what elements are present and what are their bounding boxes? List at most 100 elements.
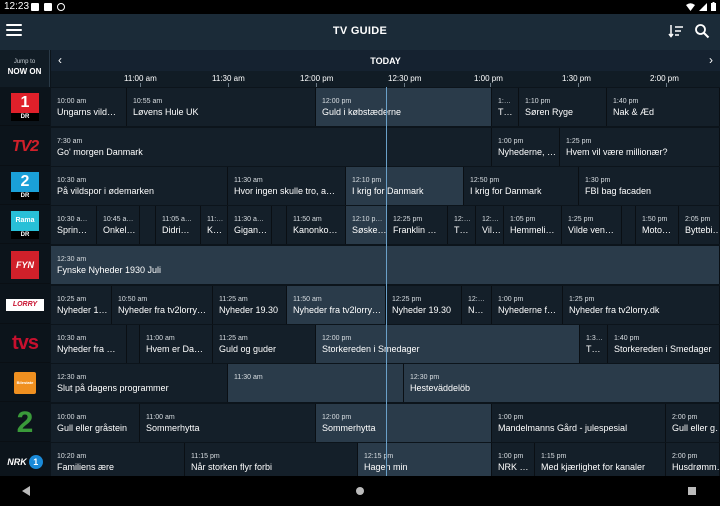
program-cell[interactable]: 1:40 pm Storkereden i Smedager [608, 325, 720, 363]
program-cell[interactable]: 12:15 pm Hagen min [358, 443, 492, 481]
program-cell[interactable] [272, 206, 287, 244]
program-cell[interactable]: 10:50 am Nyheder fra tv2lorry… [112, 286, 213, 324]
program-cell[interactable]: 1:25 pm Nyheder fra tv2lorry.dk [563, 286, 720, 324]
next-day-icon[interactable]: › [709, 53, 713, 67]
program-cell[interactable]: 11:25 am Nyheder 19.30 [213, 286, 287, 324]
program-cell[interactable]: 2:00 pm Gull eller g… [666, 404, 720, 442]
program-cell[interactable]: 11:05 a… Didri… [156, 206, 201, 244]
channel-item[interactable]: TV2 [0, 128, 50, 166]
program-title: Guld i købstæderne [322, 107, 402, 117]
program-cell[interactable]: 10:30 a… Sprin… [51, 206, 97, 244]
program-title: Moto… [642, 225, 672, 235]
program-cell[interactable]: 1:… T… [492, 88, 519, 126]
program-cell[interactable] [140, 206, 156, 244]
program-cell[interactable]: 10:25 am Nyheder 1… [51, 286, 112, 324]
program-title: Nyheder 19.30 [219, 305, 279, 315]
program-cell[interactable]: 12:30 am Slut på dagens programmer [51, 364, 228, 402]
program-cell[interactable]: 1:00 pm Mandelmanns Gård - julespesial [492, 404, 666, 442]
program-cell[interactable]: 11:00 am Hvem er Da… [140, 325, 213, 363]
program-cell[interactable]: 11:50 am Nyheder fra tv2lorry… [287, 286, 386, 324]
time-tick [666, 83, 667, 87]
channel-item[interactable]: 1 DR [0, 88, 50, 126]
program-cell[interactable]: 11:00 am Sommerhytta [140, 404, 316, 442]
program-time: 11:00 am [146, 414, 175, 421]
home-icon[interactable] [356, 487, 364, 495]
channel-item[interactable]: Bilestate [0, 364, 50, 402]
program-cell[interactable]: 12:… T… [448, 206, 476, 244]
program-title: På vildspor i ødemarken [57, 186, 155, 196]
program-cell[interactable]: 12:… Vil… [476, 206, 504, 244]
program-time: 1:… [498, 98, 511, 105]
program-cell[interactable]: 10:20 am Familiens ære [51, 443, 185, 481]
program-cell[interactable]: 11:… K… [201, 206, 228, 244]
program-cell[interactable]: 12:30 am Fynske Nyheder 1930 Juli [51, 246, 720, 284]
recents-icon[interactable] [688, 487, 696, 495]
program-cell[interactable]: 12:00 pm Sommerhytta [316, 404, 492, 442]
program-cell[interactable]: 10:55 am Løvens Hule UK [127, 88, 316, 126]
program-cell[interactable]: 1:25 pm Hvem vil være millionær? [560, 128, 720, 166]
program-cell[interactable]: 1:10 pm Søren Ryge [519, 88, 607, 126]
program-cell[interactable]: 12:50 pm I krig for Danmark [464, 167, 579, 205]
program-cell[interactable] [127, 325, 140, 363]
time-tick [316, 83, 317, 87]
channel-item[interactable]: LORRY [0, 286, 50, 324]
program-cell[interactable]: 10:00 am Ungarns vild… [51, 88, 127, 126]
back-icon[interactable] [22, 486, 30, 496]
program-cell[interactable]: 12:25 pm Nyheder 19.30 [386, 286, 462, 324]
channel-item[interactable]: 2 DR [0, 167, 50, 205]
program-cell[interactable]: 1:25 pm Vilde ven… [562, 206, 622, 244]
program-cell[interactable]: 10:00 am Gull eller gråstein [51, 404, 140, 442]
program-title: Gigan… [234, 225, 268, 235]
menu-icon[interactable] [6, 24, 22, 38]
system-nav-bar [0, 476, 720, 506]
program-cell[interactable]: 12:00 pm Guld i købstæderne [316, 88, 492, 126]
program-cell[interactable]: 10:30 am På vildspor i ødemarken [51, 167, 228, 205]
program-cell[interactable]: 12:10 p… Søske… [346, 206, 387, 244]
program-cell[interactable] [622, 206, 636, 244]
now-on-label: NOW ON [7, 67, 42, 76]
program-cell[interactable]: 12:30 pm Hesteväddelöb [404, 364, 720, 402]
program-cell[interactable]: 1:3… T… [580, 325, 608, 363]
program-cell[interactable]: 1:00 pm NRK … [492, 443, 535, 481]
channel-logo-8: 2 [16, 405, 34, 439]
sort-icon[interactable] [668, 23, 684, 39]
program-cell[interactable]: 12:25 pm Franklin … [387, 206, 448, 244]
previous-day-icon[interactable]: ‹ [58, 53, 62, 67]
program-cell[interactable]: 11:30 am Hvor ingen skulle tro, a… [228, 167, 346, 205]
program-cell[interactable]: 1:15 pm Med kjærlighet for kanaler [535, 443, 666, 481]
program-cell[interactable]: 11:15 pm Når storken flyr forbi [185, 443, 358, 481]
program-title: K… [207, 225, 223, 235]
program-cell[interactable]: 11:30 a… Gigan… [228, 206, 272, 244]
app-bar: TV GUIDE [0, 14, 720, 50]
program-cell[interactable]: 11:50 am Kanonko… [287, 206, 346, 244]
program-cell[interactable]: 1:00 pm Nyhederne, … [492, 128, 560, 166]
program-cell[interactable]: 2:05 pm Byttebi… [679, 206, 720, 244]
program-cell[interactable]: 10:45 a… Onkel… [97, 206, 140, 244]
program-cell[interactable]: 1:05 pm Hemmeli… [504, 206, 562, 244]
program-cell[interactable]: 1:30 pm FBI bag facaden [579, 167, 720, 205]
jump-to-now-button[interactable]: Jump to NOW ON [0, 50, 50, 87]
program-title: Kanonko… [293, 225, 338, 235]
program-cell[interactable]: 12:10 pm I krig for Danmark [346, 167, 464, 205]
program-row: 10:00 am Ungarns vild… 10:55 am Løvens Hu… [51, 88, 720, 126]
channel-item[interactable]: Rama DR [0, 206, 50, 244]
sync-icon [57, 3, 65, 11]
channel-item[interactable]: tvs [0, 325, 50, 363]
search-icon[interactable] [694, 23, 710, 39]
program-cell[interactable]: 10:30 am Nyheder fra … [51, 325, 127, 363]
program-title: Nyhederne, … [498, 147, 557, 157]
program-cell[interactable]: 12:00 pm Storkereden i Smedager [316, 325, 580, 363]
program-title: Sommerhytta [322, 423, 376, 433]
channel-item[interactable]: 2 [0, 404, 50, 442]
program-cell[interactable]: 11:25 am Guld og guder [213, 325, 316, 363]
program-cell[interactable]: 1:40 pm Nak & Æd [607, 88, 720, 126]
program-cell[interactable]: 2:00 pm Husdrømm… [666, 443, 720, 481]
program-cell[interactable]: 11:30 am [228, 364, 404, 402]
program-title: Guld og guder [219, 344, 277, 354]
channel-item[interactable]: FYN [0, 246, 50, 284]
program-cell[interactable]: 12:… N… [462, 286, 492, 324]
channel-item[interactable]: NRK 1 [0, 443, 50, 481]
program-cell[interactable]: 1:00 pm Nyhederne f… [492, 286, 563, 324]
program-cell[interactable]: 7:30 am Go' morgen Danmark [51, 128, 492, 166]
program-cell[interactable]: 1:50 pm Moto… [636, 206, 679, 244]
